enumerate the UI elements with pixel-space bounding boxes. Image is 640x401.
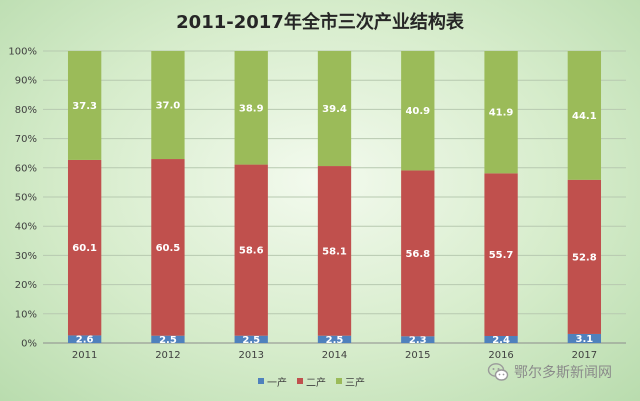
bar-segment [234, 51, 268, 165]
legend-swatch-primary [258, 378, 264, 384]
bar-segment [234, 335, 268, 343]
legend-label-tertiary: 三产 [345, 377, 365, 389]
y-tick-label: 10% [15, 309, 37, 320]
watermark-text: 鄂尔多斯新闻网 [514, 365, 612, 381]
bar-segment [317, 335, 352, 343]
data-label: 3.1 [575, 334, 593, 345]
data-label: 2.5 [159, 335, 177, 346]
x-tick-label: 2014 [322, 350, 347, 361]
data-label: 2.6 [76, 335, 94, 346]
data-label: 38.9 [239, 103, 264, 114]
bar-segment [67, 159, 102, 336]
x-tick-label: 2016 [488, 350, 513, 361]
bar-segment [151, 335, 185, 343]
y-tick-label: 50% [15, 193, 37, 204]
bar-segment [484, 51, 518, 174]
data-label: 40.9 [405, 106, 430, 117]
bar-segment [317, 51, 352, 167]
y-tick-label: 90% [15, 76, 37, 87]
watermark: 鄂尔多斯新闻网 [487, 361, 612, 383]
bar-segment [401, 336, 435, 343]
bar-segment [67, 51, 102, 160]
data-label: 55.7 [489, 250, 514, 261]
bar-segment [484, 335, 518, 343]
bar-segment [484, 173, 518, 336]
y-tick-label: 30% [15, 251, 37, 262]
y-tick-label: 40% [15, 222, 37, 233]
x-tick-label: 2013 [238, 350, 263, 361]
data-label: 52.8 [572, 252, 597, 263]
data-label: 58.1 [322, 246, 347, 257]
data-label: 2.5 [242, 335, 260, 346]
chart-title: 2011-2017年全市三次产业结构表 [176, 12, 464, 33]
legend-item-primary: 一产 [258, 374, 287, 389]
bar-segment [151, 51, 185, 160]
chart-legend: 一产 二产 三产 [258, 374, 365, 389]
legend-item-secondary: 二产 [297, 374, 326, 389]
x-tick-label: 2011 [72, 350, 97, 361]
bar-segment [567, 51, 602, 180]
y-tick-label: 100% [8, 47, 37, 58]
legend-swatch-tertiary [336, 378, 342, 384]
bar-segment [151, 159, 185, 336]
legend-swatch-secondary [297, 378, 303, 384]
bar-segment [401, 51, 435, 171]
x-tick-label: 2015 [405, 350, 430, 361]
bar-segment [234, 164, 268, 336]
legend-item-tertiary: 三产 [336, 374, 365, 389]
y-tick-label: 0% [21, 339, 37, 350]
y-tick-label: 70% [15, 134, 37, 145]
data-label: 60.1 [72, 243, 97, 254]
data-label: 2.5 [326, 335, 344, 346]
x-tick-label: 2017 [572, 350, 597, 361]
bar-segment [317, 166, 352, 336]
bar-segment [67, 335, 102, 343]
data-label: 41.9 [489, 108, 514, 119]
data-label: 2.3 [409, 335, 427, 346]
legend-label-primary: 一产 [267, 377, 287, 389]
y-tick-label: 80% [15, 105, 37, 116]
data-label: 44.1 [572, 111, 597, 122]
x-tick-label: 2012 [155, 350, 180, 361]
data-label: 39.4 [322, 104, 347, 115]
data-label: 56.8 [405, 249, 430, 260]
bar-segment [567, 179, 602, 334]
bar-segment [401, 170, 435, 337]
y-tick-label: 60% [15, 163, 37, 174]
data-label: 60.5 [156, 243, 181, 254]
data-label: 37.3 [72, 101, 97, 112]
y-tick-label: 20% [15, 280, 37, 291]
data-label: 2.4 [492, 335, 510, 346]
data-label: 37.0 [156, 101, 181, 112]
data-label: 58.6 [239, 246, 264, 257]
wechat-icon [487, 363, 509, 381]
legend-label-secondary: 二产 [306, 377, 326, 389]
bar-segment [567, 333, 602, 343]
